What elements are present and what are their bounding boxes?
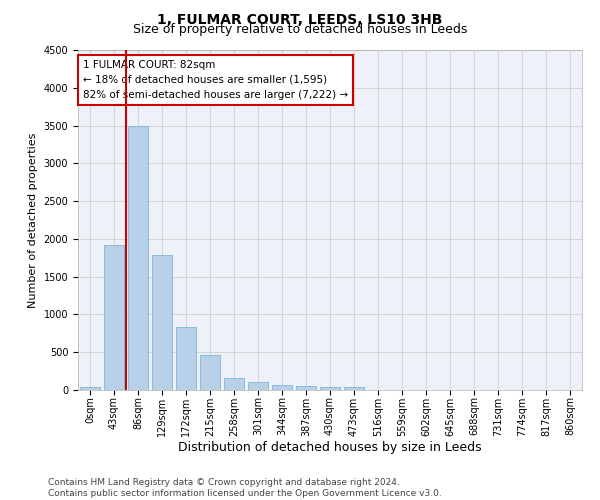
Y-axis label: Number of detached properties: Number of detached properties [28, 132, 38, 308]
Bar [296, 386, 316, 390]
Text: Contains HM Land Registry data © Crown copyright and database right 2024.
Contai: Contains HM Land Registry data © Crown c… [48, 478, 442, 498]
Bar [104, 245, 124, 390]
Text: 1 FULMAR COURT: 82sqm
← 18% of detached houses are smaller (1,595)
82% of semi-d: 1 FULMAR COURT: 82sqm ← 18% of detached … [83, 60, 348, 100]
Bar [176, 326, 196, 390]
Bar [320, 386, 340, 390]
Text: 1, FULMAR COURT, LEEDS, LS10 3HB: 1, FULMAR COURT, LEEDS, LS10 3HB [157, 12, 443, 26]
Bar [248, 382, 268, 390]
Bar [272, 384, 292, 390]
Text: Size of property relative to detached houses in Leeds: Size of property relative to detached ho… [133, 22, 467, 36]
Bar [152, 255, 172, 390]
Bar [80, 387, 100, 390]
Bar [128, 126, 148, 390]
X-axis label: Distribution of detached houses by size in Leeds: Distribution of detached houses by size … [178, 441, 482, 454]
Bar [344, 387, 364, 390]
Bar [224, 378, 244, 390]
Bar [200, 355, 220, 390]
